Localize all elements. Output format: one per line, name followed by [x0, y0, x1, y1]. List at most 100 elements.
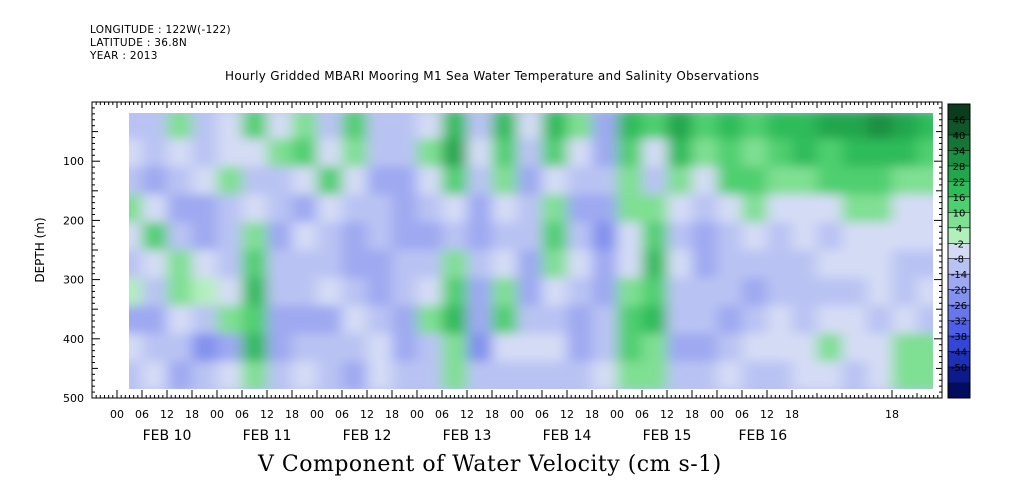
heatmap-cell — [842, 277, 868, 307]
y-tick-label: 500 — [63, 392, 84, 405]
heatmap-cell — [867, 361, 893, 389]
x-tick-label: 06 — [135, 408, 149, 421]
heatmap-cell — [242, 194, 268, 224]
colorbar-band — [948, 289, 970, 306]
heatmap-cell — [342, 333, 368, 363]
heatmap-cell — [492, 361, 518, 389]
heatmap-cell — [792, 222, 818, 251]
heatmap-cell — [617, 305, 643, 335]
heatmap-cell — [167, 222, 193, 251]
heatmap-cell — [292, 333, 318, 363]
heatmap-cell — [767, 250, 793, 279]
heatmap-cell — [467, 250, 493, 279]
x-tick-label: 12 — [260, 408, 274, 421]
x-tick-label: 06 — [435, 408, 449, 421]
heatmap-cell — [667, 333, 693, 363]
x-tick-label: 00 — [110, 408, 124, 421]
year-label: YEAR : 2013 — [90, 50, 158, 62]
heatmap-cell — [617, 277, 643, 307]
heatmap-cell — [129, 277, 143, 307]
heatmap-cell — [317, 138, 343, 168]
heatmap-cell — [217, 138, 243, 168]
heatmap-cell — [742, 250, 768, 279]
heatmap-cell — [642, 194, 668, 224]
heatmap-cell — [217, 194, 243, 224]
x-tick-label: 12 — [660, 408, 674, 421]
heatmap-cell — [667, 166, 693, 196]
heatmap-cell — [292, 194, 318, 224]
heatmap-cell — [542, 194, 568, 224]
heatmap-cell — [167, 138, 193, 168]
heatmap-cell — [592, 222, 618, 251]
heatmap-cell — [842, 166, 868, 196]
heatmap-cell — [817, 361, 843, 389]
heatmap-cell — [342, 305, 368, 335]
heatmap-cell — [917, 194, 933, 224]
heatmap-cell — [817, 138, 843, 168]
heatmap-cell — [417, 305, 443, 335]
heatmap-cell — [192, 194, 218, 224]
longitude-label: LONGITUDE : 122W(-122) — [90, 24, 231, 36]
heatmap-cell — [292, 222, 318, 251]
heatmap-cell — [242, 138, 268, 168]
heatmap-cell — [567, 250, 593, 279]
heatmap-cell — [917, 222, 933, 251]
heatmap-cell — [667, 305, 693, 335]
heatmap-cell — [592, 113, 618, 140]
day-label: FEB 12 — [343, 428, 392, 444]
colorbar: 46 40 34 28 22 16 10 4 -2 -8 -14 -20 -26 -32 -38 -44 -50 — [947, 103, 971, 399]
heatmap-cell — [792, 166, 818, 196]
heatmap-cell — [142, 222, 168, 251]
heatmap-cell — [242, 113, 268, 140]
heatmap-cell — [367, 113, 393, 140]
heatmap-cell — [417, 250, 443, 279]
heatmap-cell — [492, 166, 518, 196]
heatmap-cell — [167, 277, 193, 307]
heatmap-cell — [292, 250, 318, 279]
x-tick-label: 12 — [460, 408, 474, 421]
heatmap-cell — [192, 333, 218, 363]
heatmap-cell — [567, 194, 593, 224]
heatmap-cell — [517, 222, 543, 251]
heatmap-cell — [467, 222, 493, 251]
heatmap-cell — [167, 250, 193, 279]
heatmap-cell — [767, 222, 793, 251]
heatmap-cell — [617, 166, 643, 196]
heatmap-cell — [417, 333, 443, 363]
heatmap-cell — [642, 166, 668, 196]
heatmap-cell — [742, 166, 768, 196]
heatmap-cell — [367, 222, 393, 251]
heatmap-cell — [467, 166, 493, 196]
heatmap-cell — [167, 166, 193, 196]
heatmap-cell — [567, 138, 593, 168]
heatmap-cell — [892, 277, 918, 307]
heatmap-cell — [242, 333, 268, 363]
heatmap-cell — [267, 277, 293, 307]
heatmap-cell — [567, 333, 593, 363]
heatmap-cell — [417, 166, 443, 196]
heatmap-cell — [467, 361, 493, 389]
heatmap-cell — [692, 113, 718, 140]
heatmap-cell — [292, 305, 318, 335]
heatmap-cell — [692, 333, 718, 363]
heatmap-cell — [142, 166, 168, 196]
heatmap-cell — [567, 277, 593, 307]
heatmap-cell — [717, 250, 743, 279]
heatmap-cell — [567, 222, 593, 251]
heatmap-cell — [792, 194, 818, 224]
heatmap-cell — [317, 305, 343, 335]
heatmap-cell — [267, 194, 293, 224]
heatmap-cell — [617, 138, 643, 168]
heatmap-cell — [192, 361, 218, 389]
heatmap-cell — [817, 305, 843, 335]
day-label: FEB 14 — [543, 428, 592, 444]
heatmap-cell — [842, 250, 868, 279]
heatmap-cell — [917, 333, 933, 363]
heatmap-cell — [442, 166, 468, 196]
heatmap-cell — [742, 194, 768, 224]
heatmap-cell — [467, 194, 493, 224]
heatmap-cell — [129, 305, 143, 335]
x-tick-label: 18 — [585, 408, 599, 421]
heatmap-cell — [367, 138, 393, 168]
x-tick-label: 18 — [685, 408, 699, 421]
